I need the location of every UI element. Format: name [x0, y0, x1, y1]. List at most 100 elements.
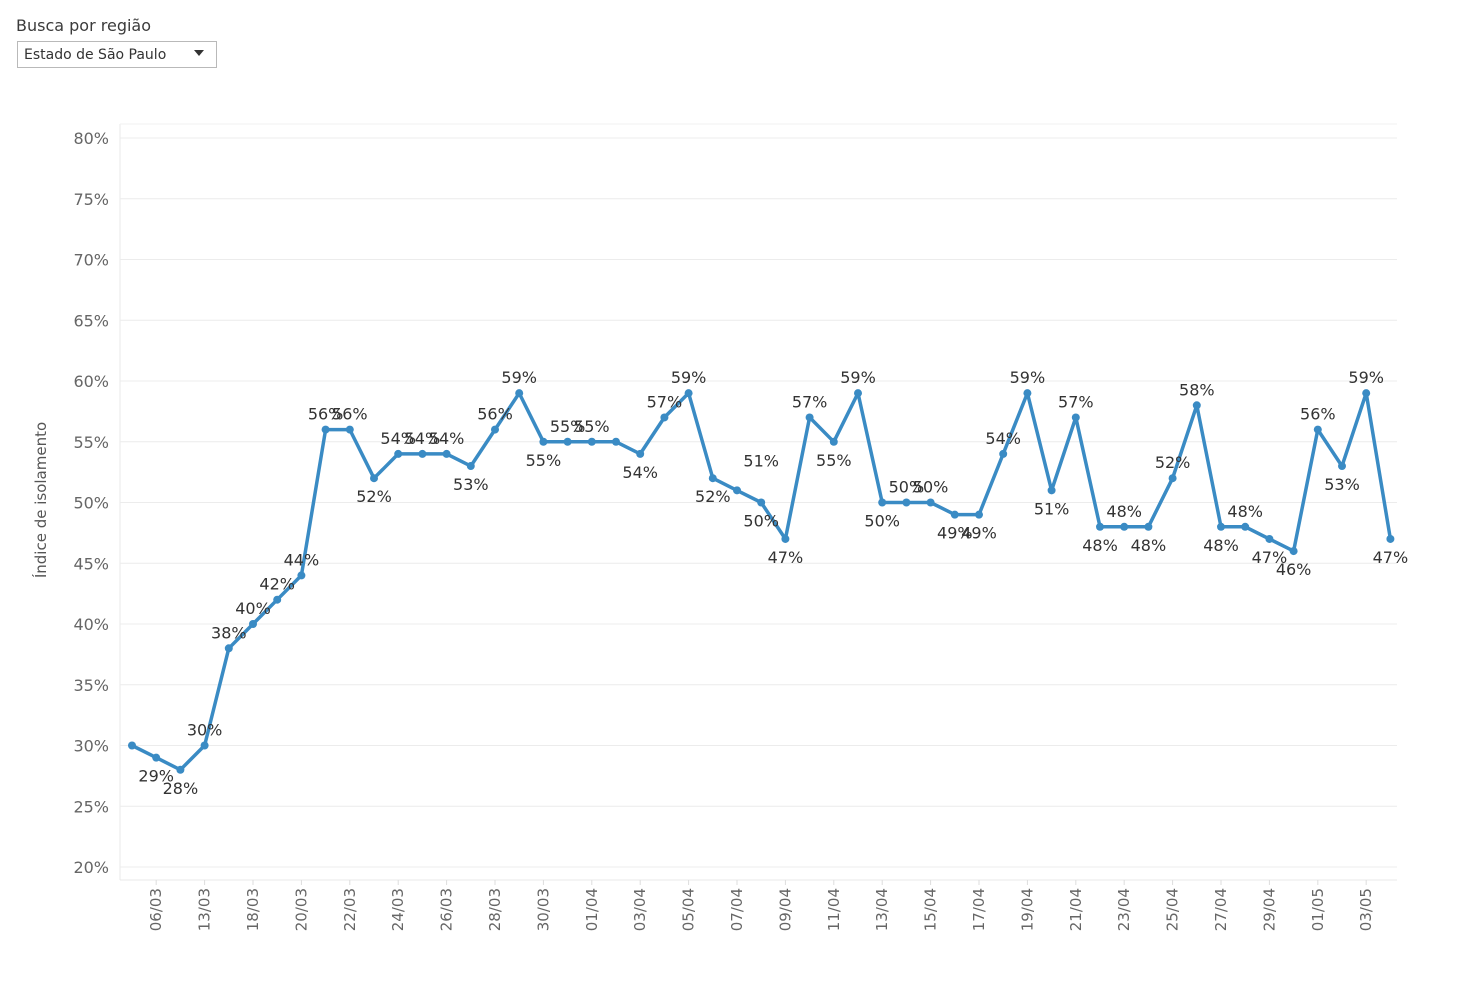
x-tick-label: 19/04: [1018, 888, 1036, 931]
data-point: [854, 389, 862, 398]
data-point: [999, 449, 1008, 458]
data-point: [321, 425, 330, 434]
data-label: 59%: [1010, 368, 1046, 387]
x-tick-label: 30/03: [534, 888, 552, 931]
data-label: 56%: [308, 405, 344, 424]
x-tick-label: 28/03: [486, 888, 504, 931]
data-label: 54%: [405, 429, 441, 448]
x-tick-label: 11/04: [825, 888, 843, 931]
region-dropdown[interactable]: Estado de São Paulo: [17, 41, 217, 68]
data-label: 52%: [695, 487, 731, 506]
data-point: [660, 413, 669, 422]
data-label: 54%: [429, 429, 465, 448]
data-point: [902, 498, 911, 507]
data-label: 56%: [1300, 405, 1336, 424]
data-label: 57%: [1058, 392, 1094, 411]
x-tick-label: 21/04: [1067, 888, 1085, 931]
data-label: 59%: [840, 368, 876, 387]
data-label: 57%: [647, 392, 683, 411]
y-tick-label: 30%: [73, 737, 109, 756]
data-point: [1168, 474, 1177, 483]
data-point: [878, 498, 887, 507]
y-tick-label: 65%: [73, 311, 109, 330]
x-tick-label: 20/03: [292, 888, 310, 931]
data-label: 59%: [1348, 368, 1384, 387]
y-tick-label: 45%: [73, 554, 109, 573]
x-tick-label: 06/03: [147, 888, 165, 931]
data-label: 59%: [501, 368, 537, 387]
data-point: [829, 437, 838, 446]
data-point: [466, 462, 475, 471]
y-tick-label: 20%: [73, 858, 109, 877]
data-label: 53%: [453, 475, 489, 494]
data-point: [636, 449, 645, 458]
x-tick-label: 15/04: [922, 888, 940, 931]
data-point: [1338, 462, 1346, 471]
x-tick-label: 17/04: [970, 888, 988, 931]
x-tick-label: 05/04: [680, 888, 698, 931]
x-tick-label: 07/04: [728, 888, 746, 931]
data-point: [926, 498, 935, 507]
data-label: 48%: [1131, 536, 1167, 555]
chevron-down-icon[interactable]: [194, 50, 204, 56]
filter-title: Busca por região: [16, 16, 152, 35]
data-point: [394, 449, 403, 458]
data-point: [515, 389, 524, 398]
x-tick-label: 09/04: [776, 888, 794, 931]
data-point: [370, 474, 378, 483]
data-point: [224, 644, 233, 653]
data-label: 30%: [187, 721, 223, 740]
data-point: [805, 413, 814, 422]
data-point: [1241, 522, 1250, 531]
data-label: 53%: [1324, 475, 1360, 494]
y-tick-label: 60%: [73, 372, 109, 391]
data-label: 52%: [1155, 453, 1191, 472]
data-point: [1362, 389, 1371, 398]
data-point: [1386, 534, 1395, 543]
data-label: 48%: [1082, 536, 1118, 555]
data-point: [1192, 401, 1201, 410]
y-tick-label: 55%: [73, 433, 109, 452]
data-label: 52%: [356, 487, 392, 506]
data-label: 47%: [1252, 548, 1288, 567]
data-label: 57%: [792, 392, 828, 411]
data-label: 47%: [768, 548, 804, 567]
data-point: [1217, 522, 1225, 531]
data-point: [249, 620, 257, 628]
data-label: 48%: [1203, 536, 1239, 555]
data-label: 58%: [1179, 380, 1215, 399]
data-label: 54%: [380, 429, 416, 448]
data-label: 55%: [550, 417, 586, 436]
data-point: [1071, 413, 1080, 422]
data-point: [539, 437, 548, 446]
y-tick-label: 35%: [73, 676, 109, 695]
y-axis-label: Índice de isolamento: [31, 422, 50, 578]
y-tick-label: 40%: [73, 615, 109, 634]
x-tick-label: 24/03: [389, 888, 407, 931]
data-point: [684, 389, 693, 398]
data-point: [176, 765, 185, 774]
region-dropdown-value: Estado de São Paulo: [24, 46, 167, 63]
data-label: 50%: [889, 478, 925, 497]
x-tick-label: 03/04: [631, 888, 649, 931]
data-label: 49%: [937, 524, 973, 543]
data-point: [1313, 425, 1322, 434]
data-label: 44%: [284, 550, 320, 569]
data-label: 50%: [864, 512, 900, 531]
data-label: 56%: [332, 405, 368, 424]
data-label: 54%: [622, 463, 658, 482]
data-label: 55%: [526, 451, 562, 470]
data-label: 46%: [1276, 560, 1312, 579]
x-tick-label: 25/04: [1164, 888, 1182, 931]
data-point: [563, 437, 572, 446]
data-point: [442, 449, 451, 458]
data-label: 59%: [671, 368, 707, 387]
data-point: [612, 437, 620, 446]
data-label: 28%: [163, 779, 199, 798]
series-line: [130, 391, 1393, 772]
data-point: [152, 753, 161, 762]
data-label: 55%: [816, 451, 852, 470]
x-tick-label: 29/04: [1260, 888, 1278, 931]
data-label: 48%: [1106, 502, 1142, 521]
data-point: [1120, 522, 1129, 531]
